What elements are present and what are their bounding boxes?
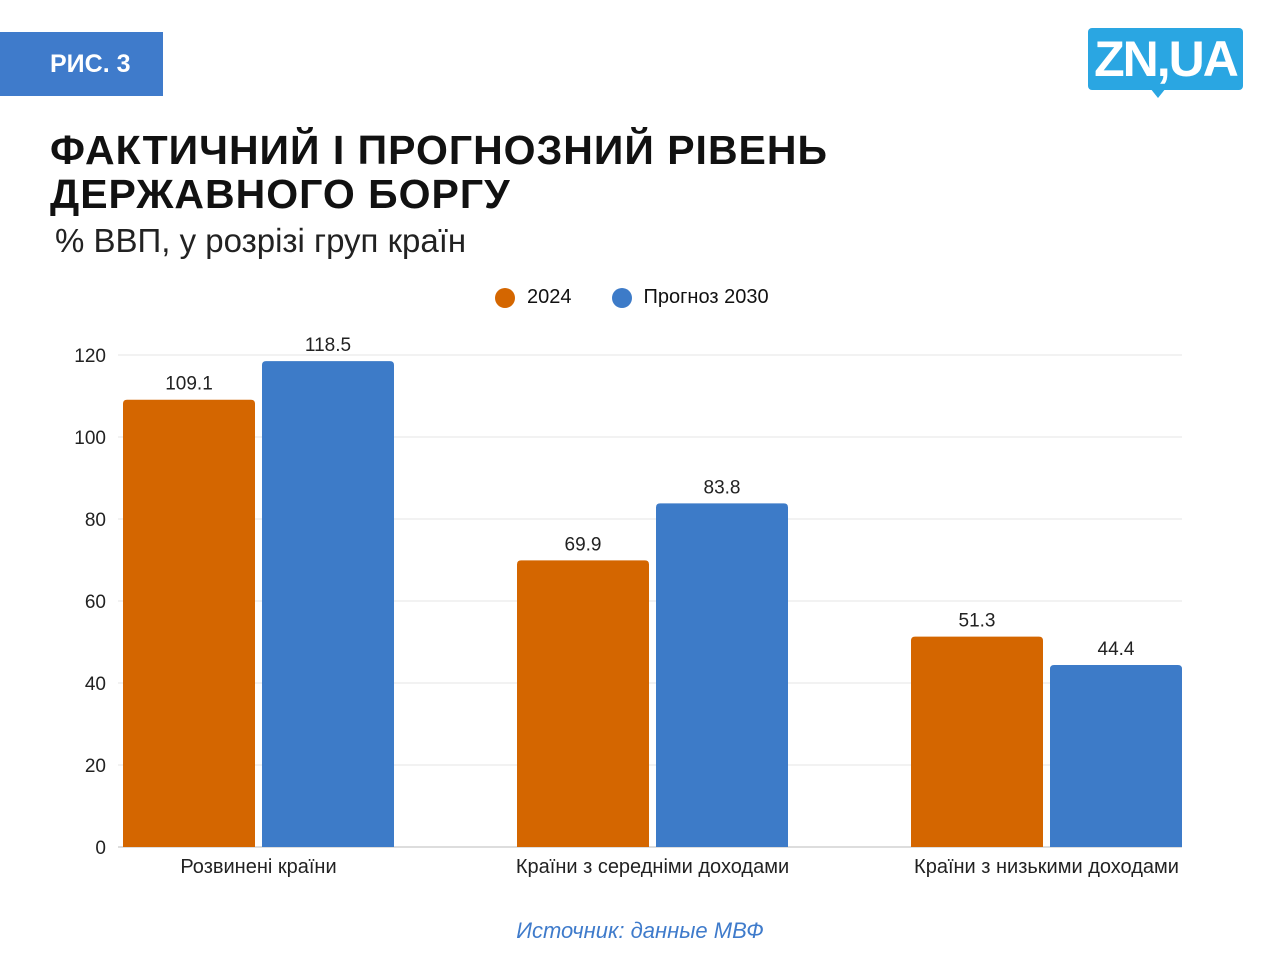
y-tick-label: 20 — [85, 756, 106, 777]
legend-swatch-2030 — [611, 287, 632, 308]
data-label: 83.8 — [704, 477, 741, 498]
data-label: 69.9 — [565, 534, 602, 555]
legend: 2024 Прогноз 2030 — [495, 286, 769, 309]
bar — [656, 503, 788, 847]
legend-swatch-2024 — [495, 287, 515, 308]
source-note: Источник: данные МВФ — [516, 918, 764, 943]
legend-item-2024: 2024 — [495, 286, 572, 309]
x-tick-label: Розвинені країни — [180, 856, 336, 878]
y-tick-label: 40 — [85, 674, 106, 695]
y-tick-label: 80 — [85, 510, 106, 531]
legend-label: 2024 — [527, 286, 572, 308]
legend-label: Прогноз 2030 — [643, 286, 769, 308]
data-label: 118.5 — [305, 335, 351, 356]
legend-item-2030: Прогноз 2030 — [611, 286, 769, 309]
x-tick-label: Країни з низькими доходами — [914, 856, 1179, 878]
bar — [123, 399, 255, 847]
y-tick-label: 60 — [85, 592, 106, 613]
bar — [1050, 664, 1182, 847]
chart-title: ФАКТИЧНИЙ І ПРОГНОЗНИЙ РІВЕНЬ ДЕРЖАВНОГО… — [50, 127, 828, 217]
data-label: 44.4 — [1098, 639, 1135, 660]
x-tick-label: Країни з середніми доходами — [516, 856, 789, 878]
zn-ua-logo: ZN,UA — [1088, 28, 1243, 90]
chart-subtitle: % ВВП, у розрізі груп країн — [55, 222, 467, 259]
bar — [911, 636, 1043, 847]
y-tick-label: 100 — [74, 428, 106, 449]
y-tick-label: 0 — [95, 838, 106, 859]
logo-speech-tail — [1150, 88, 1166, 98]
figure-badge: РИС. 3 — [0, 32, 163, 96]
data-label: 109.1 — [165, 374, 213, 395]
data-label: 51.3 — [959, 611, 996, 632]
y-tick-label: 120 — [74, 346, 106, 367]
bar — [517, 560, 649, 847]
bar — [262, 361, 394, 847]
